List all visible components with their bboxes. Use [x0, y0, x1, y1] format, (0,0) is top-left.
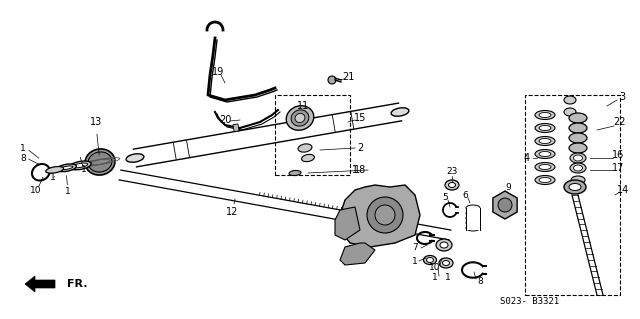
Ellipse shape	[46, 167, 63, 173]
Text: S023- B3321: S023- B3321	[500, 296, 559, 306]
Ellipse shape	[569, 133, 587, 143]
Text: 13: 13	[90, 117, 102, 127]
Ellipse shape	[539, 125, 551, 130]
Text: 10: 10	[30, 186, 42, 195]
Ellipse shape	[564, 108, 576, 116]
Text: 15: 15	[354, 113, 366, 123]
Text: 1: 1	[412, 257, 418, 266]
Ellipse shape	[573, 155, 582, 161]
Ellipse shape	[573, 165, 582, 171]
Text: 17: 17	[612, 163, 624, 173]
Ellipse shape	[539, 165, 551, 169]
Ellipse shape	[564, 96, 576, 104]
Ellipse shape	[535, 150, 555, 159]
Ellipse shape	[535, 175, 555, 184]
Text: 1: 1	[65, 187, 71, 196]
Ellipse shape	[73, 163, 88, 168]
Circle shape	[375, 205, 395, 225]
Polygon shape	[340, 185, 420, 247]
Ellipse shape	[570, 153, 586, 163]
Ellipse shape	[289, 170, 301, 175]
Text: 2: 2	[357, 143, 363, 153]
Ellipse shape	[85, 149, 115, 175]
Ellipse shape	[569, 113, 587, 123]
Ellipse shape	[539, 152, 551, 157]
Text: 14: 14	[617, 185, 629, 195]
Ellipse shape	[539, 177, 551, 182]
Text: 7: 7	[412, 243, 418, 253]
Ellipse shape	[426, 257, 433, 263]
Text: 16: 16	[612, 150, 624, 160]
Circle shape	[498, 198, 512, 212]
Ellipse shape	[291, 110, 309, 126]
Text: 3: 3	[619, 92, 625, 102]
Ellipse shape	[56, 164, 76, 172]
Ellipse shape	[569, 123, 587, 133]
Text: 12: 12	[227, 207, 239, 217]
Text: 1: 1	[51, 174, 56, 182]
Text: 4: 4	[524, 153, 530, 163]
Text: 18: 18	[354, 165, 366, 175]
Ellipse shape	[539, 138, 551, 144]
Ellipse shape	[564, 180, 586, 194]
Bar	[275, 95, 350, 175]
Ellipse shape	[69, 161, 91, 170]
Polygon shape	[493, 191, 517, 219]
Polygon shape	[233, 124, 239, 132]
Text: 19: 19	[212, 67, 224, 77]
Text: 1: 1	[81, 165, 87, 174]
Text: 11: 11	[298, 101, 310, 111]
Text: FR.: FR.	[67, 279, 88, 289]
Text: 23: 23	[446, 167, 458, 176]
Text: 9: 9	[505, 183, 511, 192]
Text: 20: 20	[219, 115, 231, 125]
Text: 8: 8	[477, 278, 483, 286]
Text: 1: 1	[432, 273, 438, 283]
Ellipse shape	[445, 180, 459, 190]
Ellipse shape	[301, 154, 314, 162]
Text: 8: 8	[20, 154, 26, 163]
Text: 1: 1	[445, 273, 451, 283]
Ellipse shape	[295, 114, 305, 122]
Ellipse shape	[449, 182, 456, 188]
Bar	[466, 208, 480, 230]
Ellipse shape	[569, 143, 587, 153]
Ellipse shape	[60, 166, 73, 170]
Ellipse shape	[439, 258, 453, 268]
Ellipse shape	[126, 154, 144, 162]
Ellipse shape	[569, 183, 581, 190]
Ellipse shape	[286, 106, 314, 130]
Ellipse shape	[535, 123, 555, 132]
Polygon shape	[335, 207, 360, 240]
Text: 1: 1	[352, 165, 358, 175]
Ellipse shape	[440, 242, 448, 248]
Ellipse shape	[298, 144, 312, 152]
Polygon shape	[340, 243, 375, 265]
Circle shape	[367, 197, 403, 233]
Text: 21: 21	[342, 72, 354, 82]
Polygon shape	[25, 276, 55, 292]
Ellipse shape	[88, 152, 112, 172]
Ellipse shape	[436, 239, 452, 251]
Ellipse shape	[424, 256, 436, 264]
Ellipse shape	[535, 137, 555, 145]
Ellipse shape	[535, 162, 555, 172]
Ellipse shape	[570, 163, 586, 173]
Text: 6: 6	[462, 191, 468, 201]
Ellipse shape	[535, 110, 555, 120]
Ellipse shape	[571, 176, 585, 184]
Ellipse shape	[539, 113, 551, 117]
Text: 1: 1	[20, 144, 26, 153]
Text: 5: 5	[442, 194, 448, 203]
Text: 10: 10	[429, 263, 441, 271]
Text: 22: 22	[614, 117, 627, 127]
Ellipse shape	[391, 108, 409, 116]
Ellipse shape	[442, 261, 449, 265]
Circle shape	[328, 76, 336, 84]
Bar	[525, 95, 620, 295]
